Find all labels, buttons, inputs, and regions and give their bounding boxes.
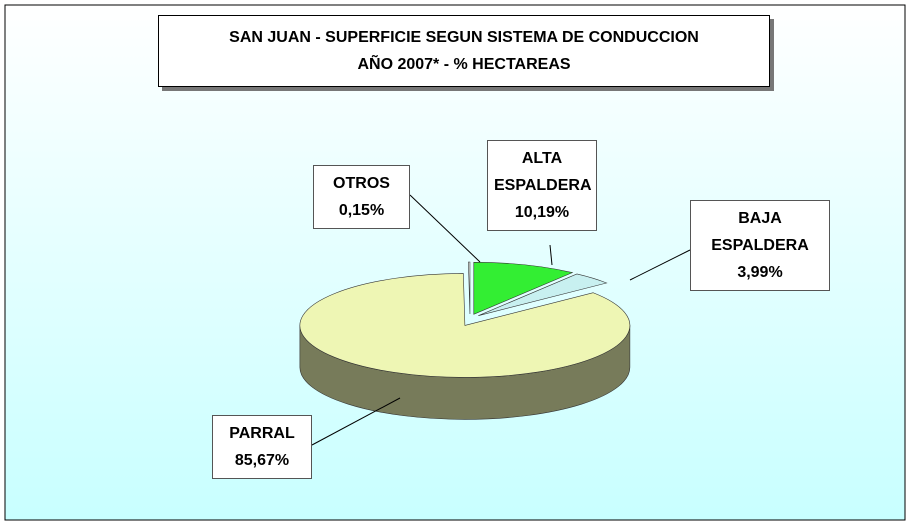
- leader-line: [629, 249, 691, 281]
- leader-line: [311, 397, 401, 446]
- slice-value: 0,15%: [338, 202, 385, 219]
- chart-subtitle: AÑO 2007* - % HECTAREAS: [357, 56, 571, 73]
- slice: [473, 262, 574, 315]
- slice-value: 3,99%: [737, 264, 783, 281]
- slice-label: ALTA ESPALDERA 10,19%: [487, 140, 597, 231]
- slice-label: PARRAL 85,67%: [212, 415, 312, 479]
- slice: [478, 273, 608, 316]
- leader-line: [549, 244, 553, 266]
- slice-name: ALTA ESPALDERA: [494, 150, 592, 194]
- slice-value: 85,67%: [234, 452, 290, 469]
- slice-value: 10,19%: [514, 204, 570, 221]
- slice-label: OTROS 0,15%: [313, 165, 410, 229]
- slice: [468, 261, 471, 315]
- pie: [299, 261, 631, 420]
- title-box: SAN JUAN - SUPERFICIE SEGUN SISTEMA DE C…: [158, 15, 770, 87]
- leader-line: [409, 194, 481, 263]
- slice-label: BAJA ESPALDERA 3,99%: [690, 200, 830, 291]
- chart-title: SAN JUAN - SUPERFICIE SEGUN SISTEMA DE C…: [229, 29, 699, 46]
- slice-name: PARRAL: [229, 425, 295, 442]
- slice: [299, 273, 631, 378]
- slice-name: OTROS: [333, 175, 390, 192]
- slice-name: BAJA ESPALDERA: [711, 210, 809, 254]
- leader-lines: [311, 194, 691, 446]
